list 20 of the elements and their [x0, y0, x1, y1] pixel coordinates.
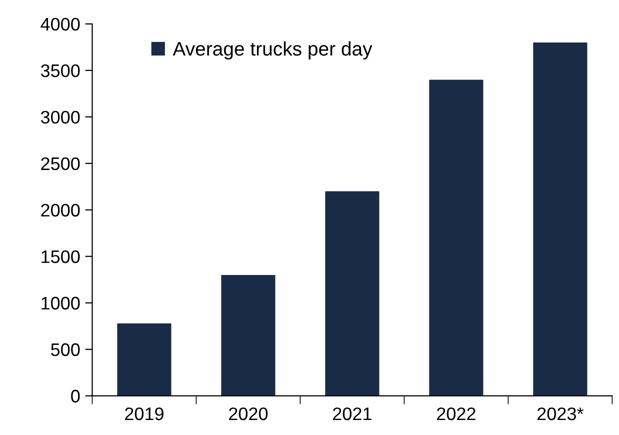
legend-label: Average trucks per day	[172, 41, 372, 60]
x-tick-label: 2020	[229, 407, 268, 420]
y-tick-label: 1500	[42, 250, 80, 264]
y-tick-label: 4000	[40, 18, 80, 31]
bar	[533, 42, 588, 396]
bar	[325, 191, 380, 396]
y-tick-label: 0	[71, 390, 80, 403]
y-tick-label: 2000	[41, 204, 80, 217]
bar	[429, 80, 484, 396]
bar	[221, 274, 276, 396]
y-tick-label: 3000	[40, 110, 80, 124]
y-tick-label: 3500	[40, 64, 80, 78]
x-tick-label: 2023*	[538, 407, 584, 420]
x-tick-label: 2021	[333, 407, 372, 420]
x-tick-label: 2022	[437, 407, 476, 420]
y-tick-label: 2500	[41, 157, 80, 170]
y-tick-label: 1000	[42, 296, 80, 310]
y-tick-label: 500	[51, 343, 80, 356]
bar	[117, 323, 172, 396]
x-tick-label: 2019	[125, 407, 164, 420]
